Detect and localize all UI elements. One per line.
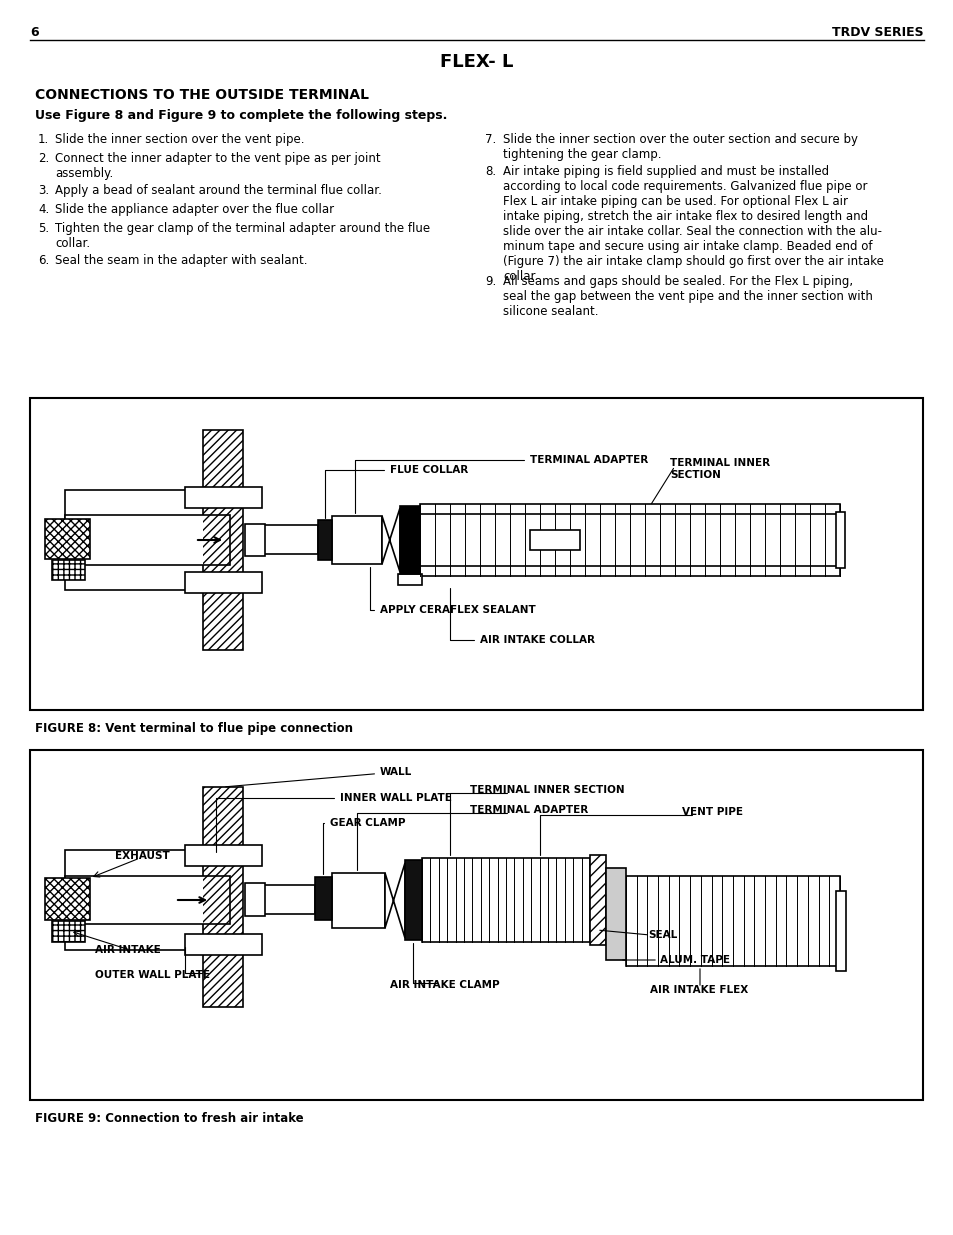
Text: Apply a bead of sealant around the terminal flue collar.: Apply a bead of sealant around the termi…	[55, 184, 381, 198]
Bar	[399, 506, 419, 574]
Text: 4.: 4.	[38, 203, 50, 216]
Text: 3.: 3.	[38, 184, 49, 198]
Bar	[203, 430, 243, 650]
Text: Slide the appliance adapter over the flue collar: Slide the appliance adapter over the flu…	[55, 203, 334, 216]
Bar	[30, 750, 923, 1100]
Bar	[419, 514, 840, 566]
Bar	[45, 878, 90, 920]
Text: FLUE COLLAR: FLUE COLLAR	[325, 466, 468, 519]
Bar	[45, 519, 90, 559]
Text: AIR INTAKE FLEX: AIR INTAKE FLEX	[649, 986, 747, 995]
Bar	[835, 890, 845, 971]
Bar	[317, 520, 332, 559]
Text: Slide the inner section over the outer section and secure by
tightening the gear: Slide the inner section over the outer s…	[502, 133, 857, 161]
Text: TERMINAL ADAPTER: TERMINAL ADAPTER	[355, 454, 648, 514]
Bar	[245, 524, 265, 556]
Polygon shape	[381, 508, 399, 572]
Bar	[52, 921, 85, 942]
Text: Tighten the gear clamp of the terminal adapter around the flue
collar.: Tighten the gear clamp of the terminal a…	[55, 222, 430, 249]
Text: 7.: 7.	[484, 133, 496, 146]
Polygon shape	[385, 863, 405, 939]
Text: TERMINAL INNER SECTION: TERMINAL INNER SECTION	[470, 785, 624, 795]
Bar	[605, 868, 625, 960]
Text: APPLY CERAFLEX SEALANT: APPLY CERAFLEX SEALANT	[370, 567, 536, 615]
Text: 6.: 6.	[38, 254, 50, 267]
Text: TERMINAL INNER
SECTION: TERMINAL INNER SECTION	[669, 458, 769, 479]
Bar	[625, 876, 840, 966]
Text: AIR INTAKE: AIR INTAKE	[95, 945, 161, 955]
Bar	[65, 490, 230, 590]
Bar	[835, 513, 844, 568]
Text: AIR INTAKE COLLAR: AIR INTAKE COLLAR	[450, 588, 595, 645]
Bar	[421, 858, 589, 942]
Text: GEAR CLAMP: GEAR CLAMP	[323, 818, 405, 874]
Text: CONNECTIONS TO THE OUTSIDE TERMINAL: CONNECTIONS TO THE OUTSIDE TERMINAL	[35, 88, 369, 103]
Bar	[530, 530, 579, 550]
Bar	[65, 515, 230, 564]
Bar	[419, 504, 840, 576]
Text: Use Figure 8 and Figure 9 to complete the following steps.: Use Figure 8 and Figure 9 to complete th…	[35, 109, 447, 121]
Bar	[589, 855, 605, 945]
Bar	[203, 430, 243, 650]
Text: SEAL: SEAL	[647, 930, 677, 940]
Bar	[52, 559, 85, 580]
Bar	[263, 525, 317, 555]
Text: Connect the inner adapter to the vent pipe as per joint
assembly.: Connect the inner adapter to the vent pi…	[55, 152, 380, 180]
Text: FLEX- L: FLEX- L	[440, 53, 513, 70]
Text: All seams and gaps should be sealed. For the Flex L piping,
seal the gap between: All seams and gaps should be sealed. For…	[502, 275, 872, 317]
Bar	[263, 885, 314, 914]
Bar	[245, 883, 265, 916]
Bar	[405, 860, 421, 940]
Text: 6: 6	[30, 26, 38, 38]
Text: INNER WALL PLATE: INNER WALL PLATE	[215, 793, 452, 852]
Text: 9.: 9.	[484, 275, 496, 288]
Bar	[52, 921, 85, 942]
Text: WALL: WALL	[226, 767, 412, 787]
Text: 5.: 5.	[38, 222, 49, 235]
Text: FIGURE 8: Vent terminal to flue pipe connection: FIGURE 8: Vent terminal to flue pipe con…	[35, 722, 353, 735]
Bar	[30, 398, 923, 710]
Text: OUTER WALL PLATE: OUTER WALL PLATE	[95, 969, 210, 981]
Text: Seal the seam in the adapter with sealant.: Seal the seam in the adapter with sealan…	[55, 254, 307, 267]
Text: AIR INTAKE CLAMP: AIR INTAKE CLAMP	[390, 981, 499, 990]
Bar	[52, 559, 85, 580]
Bar	[65, 850, 230, 950]
Bar	[589, 855, 605, 945]
Text: Slide the inner section over the vent pipe.: Slide the inner section over the vent pi…	[55, 133, 304, 146]
Text: 1.: 1.	[38, 133, 50, 146]
Bar	[65, 876, 230, 924]
Bar	[332, 873, 385, 927]
Bar	[45, 519, 90, 559]
Text: FIGURE 9: Connection to fresh air intake: FIGURE 9: Connection to fresh air intake	[35, 1112, 303, 1125]
Bar	[185, 934, 262, 955]
Text: 2.: 2.	[38, 152, 50, 165]
Bar	[314, 877, 332, 920]
Bar	[203, 787, 243, 1007]
Bar	[332, 516, 381, 564]
Bar	[185, 845, 262, 866]
Text: 8.: 8.	[484, 165, 496, 178]
Bar	[397, 574, 421, 585]
Text: ALUM. TAPE: ALUM. TAPE	[659, 955, 729, 965]
Bar	[185, 572, 262, 593]
Text: EXHAUST: EXHAUST	[115, 851, 170, 861]
Text: TERMINAL ADAPTER: TERMINAL ADAPTER	[470, 805, 588, 815]
Bar	[203, 787, 243, 1007]
Text: VENT PIPE: VENT PIPE	[681, 806, 742, 818]
Bar	[185, 487, 262, 508]
Text: TRDV SERIES: TRDV SERIES	[832, 26, 923, 38]
Bar	[45, 878, 90, 920]
Text: Air intake piping is field supplied and must be installed
according to local cod: Air intake piping is field supplied and …	[502, 165, 882, 283]
